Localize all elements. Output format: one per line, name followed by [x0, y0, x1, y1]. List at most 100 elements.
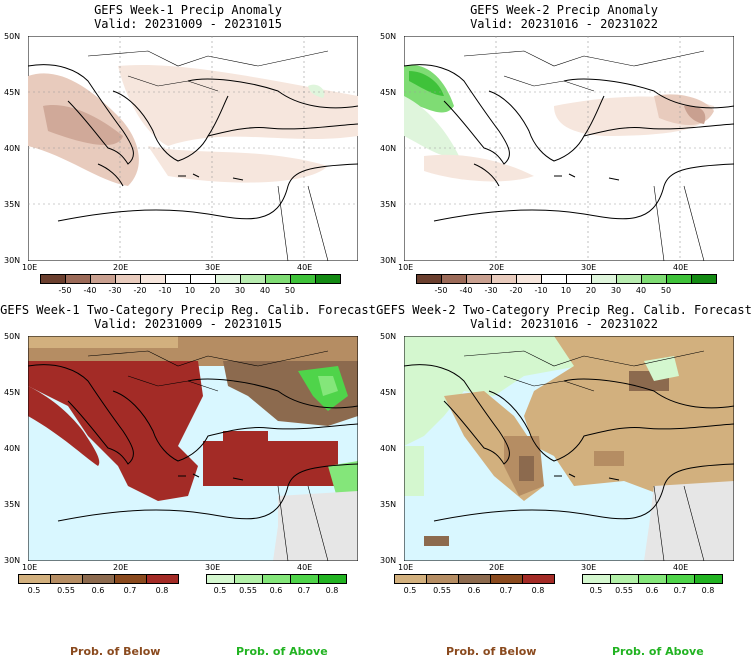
lat-label: 50N: [380, 332, 397, 341]
colorbar-tick-label: 0.8: [155, 586, 169, 595]
lat-label: 40N: [380, 144, 397, 153]
colorbar-swatch: [522, 574, 555, 584]
colorbar-swatch: [318, 574, 347, 584]
lon-label: 20E: [113, 263, 129, 272]
lon-label: 10E: [22, 563, 38, 572]
lon-label: 20E: [113, 563, 129, 572]
anomaly-colorbar: -50 -40 -30 -20 -10 10 20 30 40 50: [40, 274, 341, 298]
prob-above-label: Prob. of Above: [612, 645, 704, 658]
colorbar-tick-label: 0.7: [123, 586, 137, 595]
colorbar-tick-label: 40: [635, 286, 647, 295]
colorbar-swatch: [190, 274, 216, 284]
colorbar-tick-label: -40: [459, 286, 473, 295]
lat-label: 40N: [4, 444, 21, 453]
colorbar-tick-label: 0.7: [297, 586, 311, 595]
colorbar-tick-label: 20: [209, 286, 221, 295]
colorbar-swatch: [516, 274, 542, 284]
panel-title: GEFS Week-1 Two-Category Precip Reg. Cal…: [0, 303, 376, 317]
colorbar-tick-label: -20: [133, 286, 147, 295]
lat-label: 40N: [380, 444, 397, 453]
colorbar-tick-label: 0.6: [645, 586, 659, 595]
colorbar-swatch: [416, 274, 442, 284]
colorbar-swatch: [40, 274, 66, 284]
colorbar-swatch: [50, 574, 83, 584]
prob-below-label: Prob. of Below: [70, 645, 161, 658]
colorbar-swatch: [215, 274, 241, 284]
lat-label: 30N: [4, 256, 21, 265]
panel-week2-two-category: GEFS Week-2 Two-Category Precip Reg. Cal…: [376, 300, 752, 600]
colorbar-swatch: [265, 274, 291, 284]
colorbar-swatch: [541, 274, 567, 284]
lat-label: 35N: [380, 500, 397, 509]
lat-label: 45N: [4, 88, 21, 97]
panel-valid-dates: Valid: 20231016 - 20231022: [470, 317, 658, 331]
lat-label: 50N: [380, 32, 397, 41]
colorbar-swatch: [206, 574, 235, 584]
colorbar-tick-label: 30: [610, 286, 622, 295]
colorbar-swatch: [490, 574, 523, 584]
lon-label: 10E: [398, 263, 414, 272]
lat-label: 40N: [4, 144, 21, 153]
colorbar-swatch: [90, 274, 116, 284]
lat-label: 30N: [4, 556, 21, 565]
colorbar-tick-label: 0.7: [499, 586, 513, 595]
panel-week1-anomaly: GEFS Week-1 Precip Anomaly Valid: 202310…: [0, 0, 376, 300]
colorbar-swatch: [610, 574, 639, 584]
colorbar-swatch: [234, 574, 263, 584]
colorbar-tick-label: -50: [58, 286, 72, 295]
panel-title: GEFS Week-2 Precip Anomaly: [470, 3, 658, 17]
colorbar-tick-label: -30: [108, 286, 122, 295]
colorbar-swatch: [666, 274, 692, 284]
probability-map: [28, 336, 358, 561]
lat-label: 30N: [380, 256, 397, 265]
colorbar-swatch: [290, 574, 319, 584]
lon-label: 40E: [297, 563, 313, 572]
lon-label: 10E: [398, 563, 414, 572]
colorbar-swatch: [466, 274, 492, 284]
lon-label: 20E: [489, 263, 505, 272]
colorbar-tick-label: 0.5: [403, 586, 417, 595]
lon-label: 20E: [489, 563, 505, 572]
lat-label: 35N: [4, 200, 21, 209]
colorbar-tick-label: -10: [534, 286, 548, 295]
colorbar-swatch: [82, 574, 115, 584]
anomaly-map: [404, 36, 734, 261]
colorbar-swatch: [441, 274, 467, 284]
colorbar-swatch: [694, 574, 723, 584]
colorbar-tick-label: 0.55: [239, 586, 257, 595]
colorbar-swatch: [426, 574, 459, 584]
below-colorbar: 0.5 0.55 0.6 0.7 0.8: [394, 574, 555, 598]
colorbar-tick-label: 0.6: [467, 586, 481, 595]
colorbar-tick-label: 0.8: [531, 586, 545, 595]
panel-valid-dates: Valid: 20231009 - 20231015: [94, 317, 282, 331]
colorbar-swatch: [315, 274, 341, 284]
colorbar-tick-label: 10: [560, 286, 572, 295]
panel-valid-dates: Valid: 20231009 - 20231015: [94, 17, 282, 31]
colorbar-swatch: [638, 574, 667, 584]
panel-week2-anomaly: GEFS Week-2 Precip Anomaly Valid: 202310…: [376, 0, 752, 300]
colorbar-tick-label: 0.55: [57, 586, 75, 595]
lon-label: 30E: [205, 563, 221, 572]
lat-label: 35N: [380, 200, 397, 209]
lon-label: 30E: [205, 263, 221, 272]
below-colorbar: 0.5 0.55 0.6 0.7 0.8: [18, 574, 179, 598]
lon-label: 40E: [673, 563, 689, 572]
colorbar-swatch: [290, 274, 316, 284]
lon-label: 30E: [581, 263, 597, 272]
anomaly-map: [28, 36, 358, 261]
colorbar-tick-label: 0.6: [269, 586, 283, 595]
prob-below-label: Prob. of Below: [446, 645, 537, 658]
colorbar-tick-label: -20: [509, 286, 523, 295]
lat-label: 30N: [380, 556, 397, 565]
colorbar-swatch: [165, 274, 191, 284]
above-colorbar: 0.5 0.55 0.6 0.7 0.8: [206, 574, 347, 598]
above-colorbar: 0.5 0.55 0.6 0.7 0.8: [582, 574, 723, 598]
colorbar-tick-label: -10: [158, 286, 172, 295]
probability-map: [404, 336, 734, 561]
colorbar-swatch: [666, 574, 695, 584]
colorbar-tick-label: 0.7: [673, 586, 687, 595]
panel-title: GEFS Week-2 Two-Category Precip Reg. Cal…: [376, 303, 752, 317]
lat-label: 50N: [4, 32, 21, 41]
colorbar-swatch: [691, 274, 717, 284]
colorbar-swatch: [65, 274, 91, 284]
